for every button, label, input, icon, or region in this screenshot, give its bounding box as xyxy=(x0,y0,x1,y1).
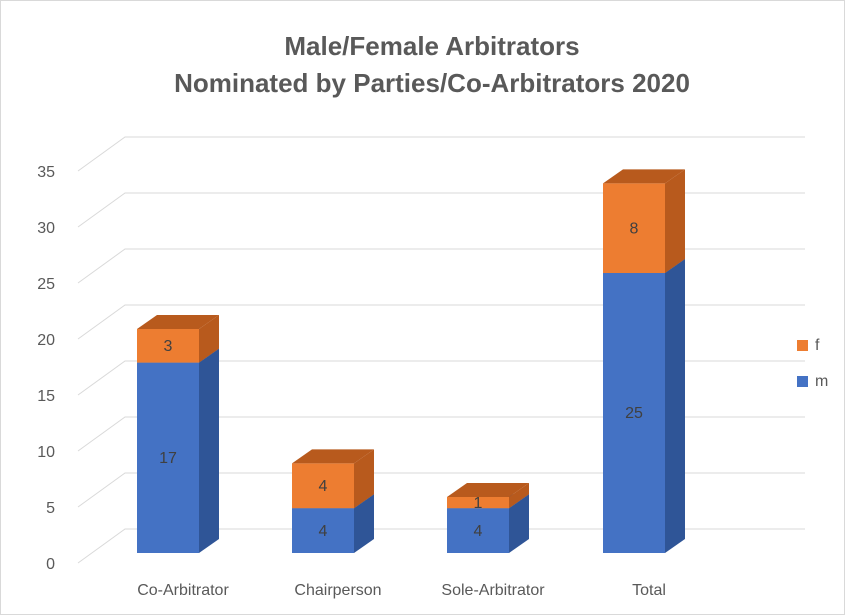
bar-segment xyxy=(137,362,199,553)
x-tick-label: Co-Arbitrator xyxy=(137,582,229,599)
legend-swatch xyxy=(797,376,808,387)
bar-side xyxy=(665,169,685,273)
grid-line xyxy=(77,360,805,396)
bar-side xyxy=(199,348,219,553)
bar-side xyxy=(509,494,529,553)
grid-line xyxy=(77,304,805,340)
legend-label: m xyxy=(815,373,828,390)
data-label: 4 xyxy=(474,523,483,540)
bar-side xyxy=(509,483,529,509)
data-label: 4 xyxy=(319,523,328,540)
grid-line xyxy=(77,248,805,284)
bar-side xyxy=(354,449,374,509)
chart-title: Nominated by Parties/Co-Arbitrators 2020 xyxy=(174,68,690,98)
grid-line xyxy=(77,136,805,172)
bar-top xyxy=(137,315,219,329)
bar-side xyxy=(354,494,374,553)
y-tick-label: 30 xyxy=(37,220,55,237)
data-label: 25 xyxy=(625,405,643,422)
data-label: 8 xyxy=(630,220,639,237)
y-tick-label: 35 xyxy=(37,164,55,181)
bar-segment xyxy=(137,329,199,363)
grid-line xyxy=(77,528,805,564)
bar-segment xyxy=(447,497,509,509)
y-tick-label: 10 xyxy=(37,444,55,461)
data-label: 17 xyxy=(159,450,177,467)
y-tick-label: 20 xyxy=(37,332,55,349)
x-tick-label: Sole-Arbitrator xyxy=(441,582,545,599)
bar-side xyxy=(199,315,219,363)
y-tick-label: 0 xyxy=(46,556,55,573)
bar-top xyxy=(292,449,374,464)
data-label: 4 xyxy=(319,478,328,495)
bar-segment xyxy=(292,463,354,509)
y-tick-label: 25 xyxy=(37,276,55,293)
grid-line xyxy=(77,472,805,508)
y-tick-label: 15 xyxy=(37,388,55,405)
y-tick-label: 5 xyxy=(46,500,55,517)
grid-line xyxy=(77,416,805,452)
chart-title: Male/Female Arbitrators xyxy=(284,31,579,61)
data-label: 1 xyxy=(474,495,483,512)
grid-line xyxy=(77,192,805,228)
bar-segment xyxy=(603,183,665,273)
x-tick-label: Total xyxy=(632,582,666,599)
bar-segment xyxy=(603,273,665,553)
bar-side xyxy=(665,259,685,553)
bar-top xyxy=(603,169,685,184)
bar-segment xyxy=(447,508,509,553)
bar-segment xyxy=(292,508,354,553)
data-label: 3 xyxy=(164,338,173,355)
legend-swatch xyxy=(797,340,808,351)
legend-label: f xyxy=(815,337,820,354)
bar-top xyxy=(447,483,529,497)
x-tick-label: Chairperson xyxy=(294,582,381,599)
